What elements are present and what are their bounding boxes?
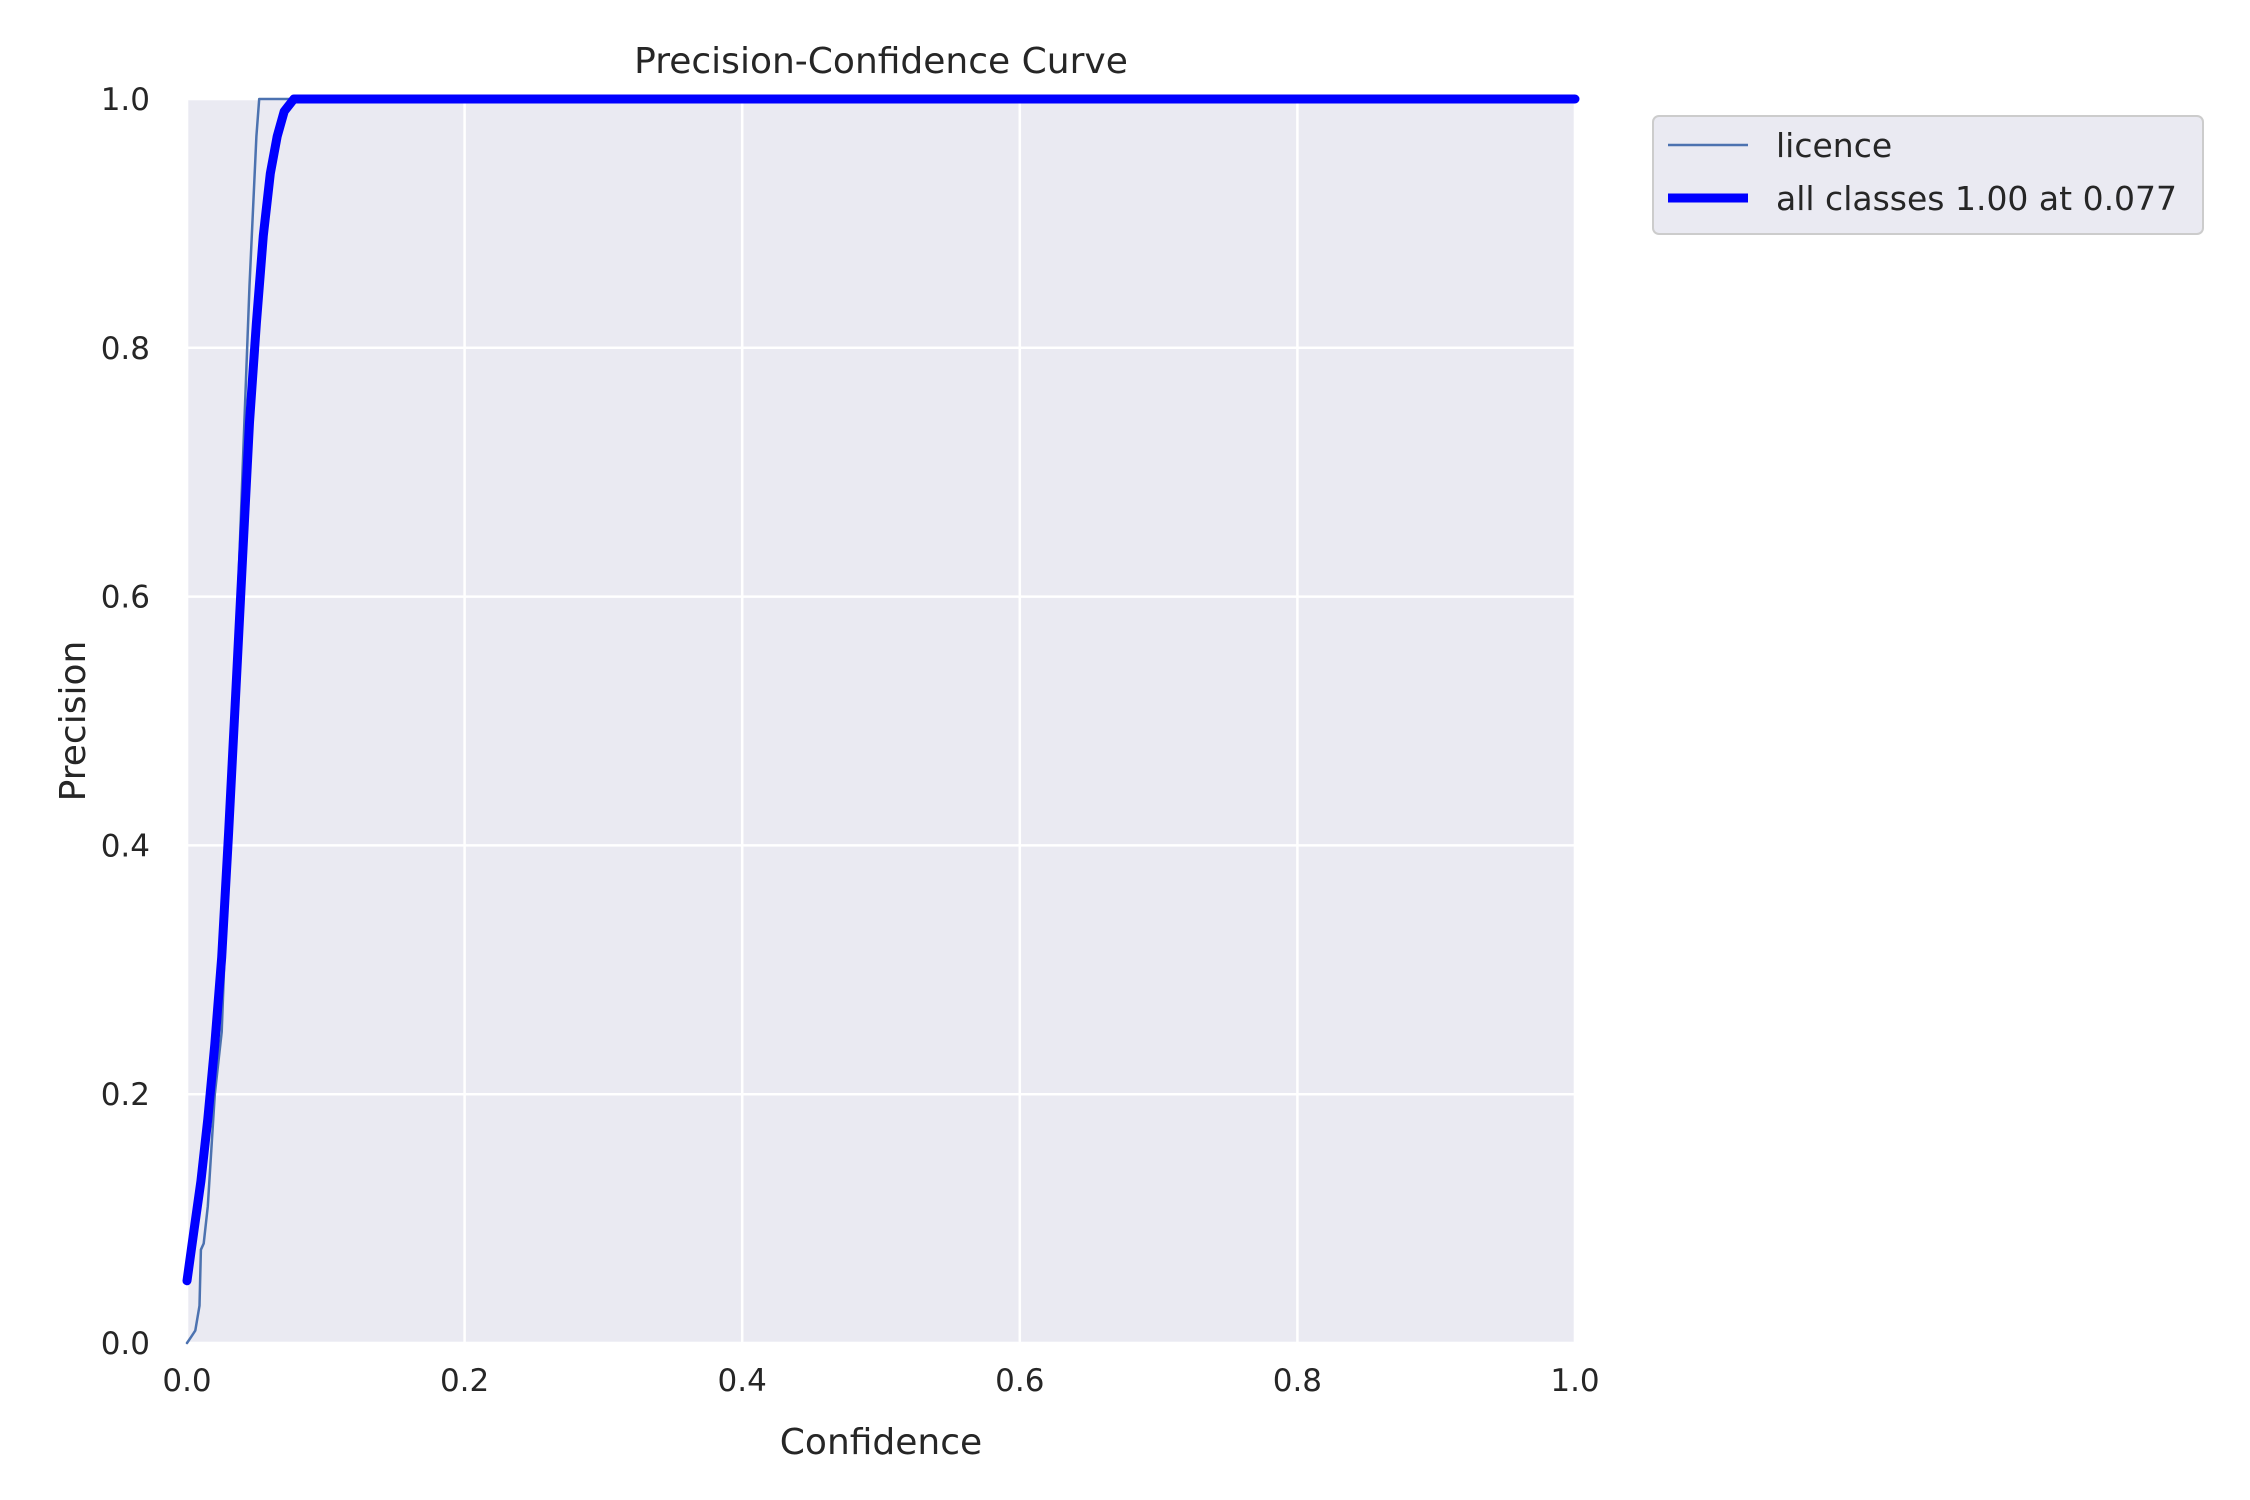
y-tick-label: 1.0 — [101, 82, 150, 118]
legend-label-all-classes: all classes 1.00 at 0.077 — [1776, 179, 2177, 218]
x-tick-label: 0.0 — [162, 1363, 211, 1399]
x-tick-label: 0.2 — [440, 1363, 489, 1399]
tick-labels: 0.0 0.2 0.4 0.6 0.8 1.0 0.0 0.2 0.4 0.6 0.8 1.0 — [101, 82, 1600, 1399]
legend-label-licence: licence — [1776, 126, 1892, 165]
x-tick-label: 0.6 — [995, 1363, 1044, 1399]
x-tick-label: 0.4 — [718, 1363, 767, 1399]
y-tick-label: 0.2 — [101, 1077, 150, 1113]
plot-area — [187, 99, 1575, 1343]
grid-lines — [185, 97, 1577, 1345]
y-tick-label: 0.4 — [101, 828, 150, 864]
y-tick-label: 0.6 — [101, 580, 150, 616]
y-tick-label: 0.8 — [101, 331, 150, 367]
x-tick-label: 1.0 — [1550, 1363, 1599, 1399]
y-axis-title: Precision — [53, 641, 94, 802]
chart-title: Precision-Confidence Curve — [634, 41, 1128, 82]
series-line-licence — [185, 97, 1577, 1345]
y-tick-label: 0.0 — [101, 1326, 150, 1362]
x-tick-label: 0.8 — [1273, 1363, 1322, 1399]
series-line-all-classes — [182, 94, 1580, 1286]
legend: licence all classes 1.00 at 0.077 — [1652, 115, 2204, 235]
series-lines — [182, 94, 1580, 1345]
x-axis-title: Confidence — [780, 1422, 982, 1463]
legend-box — [1652, 115, 2204, 235]
